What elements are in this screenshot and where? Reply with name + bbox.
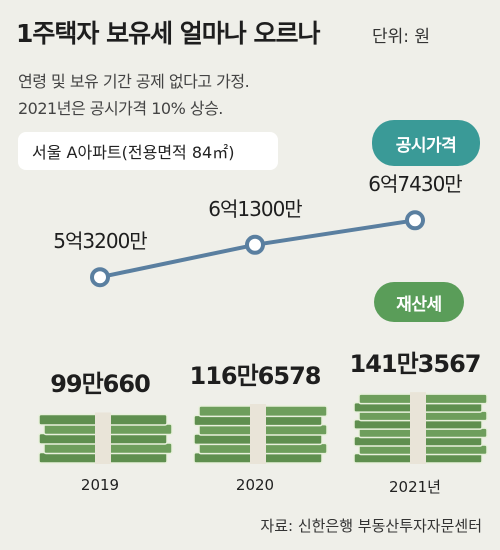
apartment-label: 서울 A아파트(전용면적 84㎡) (18, 132, 278, 170)
year-tick-label: 2019 (80, 476, 120, 494)
price-point (245, 234, 265, 255)
price-data-label: 5억3200만 (53, 229, 147, 254)
year-tick-label: 2020 (235, 476, 275, 494)
apartment-text: 서울 A아파트(전용면적 84㎡) (32, 143, 235, 162)
price-data-label: 6억7430만 (368, 172, 462, 197)
assumption-note-1: 연령 및 보유 기간 공제 없다고 가정. (18, 72, 250, 91)
money-stacks-layer (38, 392, 488, 464)
tax-money-stack (38, 412, 173, 464)
tax-data-label: 99만660 (50, 370, 151, 399)
tax-data-label: 141만3567 (349, 350, 482, 379)
tax-data-label: 116만6578 (189, 362, 322, 390)
tax-money-stack (193, 404, 328, 464)
price-series-badge: 공시가격 (372, 120, 480, 166)
price-line-layer (90, 210, 425, 288)
price-point (405, 210, 425, 231)
unit-label: 단위: 원 (372, 27, 431, 47)
source-note: 자료: 신한은행 부동산투자자문센터 (260, 517, 482, 535)
tax-money-stack (353, 392, 488, 464)
assumption-note-2: 2021년은 공시가격 10% 상승. (18, 99, 223, 118)
tax-series-badge: 재산세 (374, 282, 464, 322)
price-data-label: 6억1300만 (208, 196, 302, 221)
price-point (90, 267, 110, 288)
year-tick-label: 2021년 (389, 478, 441, 496)
page-title: 1주택자 보유세 얼마나 오르나 (16, 19, 321, 48)
